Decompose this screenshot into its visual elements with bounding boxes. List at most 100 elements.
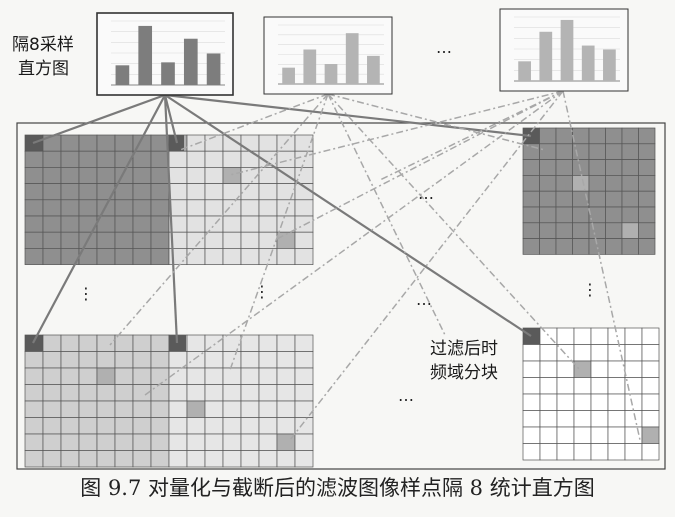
grid-cell xyxy=(539,159,557,176)
histogram-bar xyxy=(282,67,295,84)
grid-cell xyxy=(204,215,224,233)
grid-cell xyxy=(556,393,575,411)
connector-lines-layer xyxy=(32,90,641,441)
grid-cell xyxy=(240,199,260,217)
grid-cell xyxy=(572,222,590,239)
grid-cell xyxy=(222,167,242,184)
histogram-bar xyxy=(161,62,175,85)
grid-cell xyxy=(150,215,170,233)
grid-cell xyxy=(132,450,152,468)
outer-frame xyxy=(16,122,666,470)
grid-cell xyxy=(240,367,260,385)
grid-cell xyxy=(60,400,80,418)
grid-cell xyxy=(240,150,260,168)
grid-cell xyxy=(96,231,116,249)
grid-cell xyxy=(572,127,590,145)
grid-cell xyxy=(588,238,606,255)
grid-cell xyxy=(60,134,80,152)
grid-cell xyxy=(621,206,639,224)
histogram-2 xyxy=(263,16,393,95)
dash-line-hn-6 xyxy=(274,90,564,241)
grid-cell xyxy=(186,384,206,402)
grid-cell xyxy=(186,150,206,168)
grid-cell xyxy=(42,215,62,233)
grid-cell xyxy=(42,231,62,249)
grid-cell xyxy=(186,248,206,265)
dash-line-hn-1 xyxy=(229,90,564,176)
grid-cell xyxy=(555,159,573,176)
grid-cell xyxy=(522,327,541,345)
grid-cell xyxy=(222,199,242,217)
grid-cell xyxy=(522,143,540,160)
grid-cell xyxy=(42,351,62,369)
grid-cell xyxy=(276,215,296,233)
grid-cell xyxy=(204,199,224,217)
grid-cell xyxy=(590,443,609,461)
grid-cell xyxy=(24,150,44,168)
grid-cell xyxy=(294,231,314,249)
grid-cell xyxy=(96,334,116,352)
grid-cell xyxy=(204,351,224,369)
grid-cell xyxy=(638,238,656,255)
grid-cell xyxy=(276,231,296,249)
histogram-bar xyxy=(303,49,317,84)
grid-cell xyxy=(588,159,606,176)
grid-cell xyxy=(539,175,557,192)
grid-cell xyxy=(132,417,152,435)
grid-cell xyxy=(240,450,260,468)
grid-cell xyxy=(522,344,541,362)
grid-cell xyxy=(539,360,558,378)
solid-line-block6 xyxy=(164,94,532,337)
grid-cell xyxy=(572,159,590,176)
grid-cell xyxy=(114,351,134,369)
grid-cell xyxy=(204,417,224,435)
grid-cell xyxy=(573,393,592,411)
histogram-bar xyxy=(138,25,153,85)
grid-cell xyxy=(294,215,314,233)
grid-cell xyxy=(607,393,626,411)
grid-cell xyxy=(222,150,242,168)
grid-cell xyxy=(522,443,541,461)
grid-cell xyxy=(638,190,656,208)
grid-cell xyxy=(621,143,639,160)
grid-cell xyxy=(42,167,62,184)
grid-cell xyxy=(641,344,660,362)
blocks-right-vertical-ellipsis: ⋮ xyxy=(582,280,599,299)
blocks-label-line1: 过滤后时 xyxy=(430,339,498,359)
grid-cell xyxy=(555,238,573,255)
grid-cell xyxy=(294,150,314,168)
grid-cell xyxy=(114,384,134,402)
grid-cell xyxy=(222,231,242,249)
grid-cell xyxy=(539,393,558,411)
grid-cell xyxy=(132,215,152,233)
grid-cell xyxy=(258,384,278,402)
grid-cell xyxy=(60,367,80,385)
grid-cell xyxy=(60,199,80,217)
grid-cell xyxy=(186,400,206,418)
grid-cell xyxy=(96,150,116,168)
grid-cell xyxy=(240,334,260,352)
grid-cell xyxy=(588,175,606,192)
grid-cell xyxy=(258,400,278,418)
histogram-label-line2: 直方图 xyxy=(18,59,69,79)
grid-cell xyxy=(168,417,188,435)
grid-cell xyxy=(621,127,639,145)
grid-cell xyxy=(204,150,224,168)
histogram-n xyxy=(499,8,629,92)
grid-cell xyxy=(96,450,116,468)
grid-cell xyxy=(78,450,98,468)
dash-line-h2-4 xyxy=(229,93,329,371)
grid-cell xyxy=(294,199,314,217)
grid-cell xyxy=(539,143,557,160)
grid-cell xyxy=(588,190,606,208)
grid-cell xyxy=(240,417,260,435)
grid-cell xyxy=(607,410,626,428)
histogram-1 xyxy=(96,12,234,96)
grid-cell xyxy=(24,351,44,369)
grid-cell xyxy=(60,433,80,451)
grid-cell xyxy=(624,360,643,378)
grid-cell xyxy=(132,334,152,352)
grid-cell xyxy=(186,450,206,468)
grid-cell xyxy=(96,367,116,385)
grid-cell xyxy=(132,248,152,265)
